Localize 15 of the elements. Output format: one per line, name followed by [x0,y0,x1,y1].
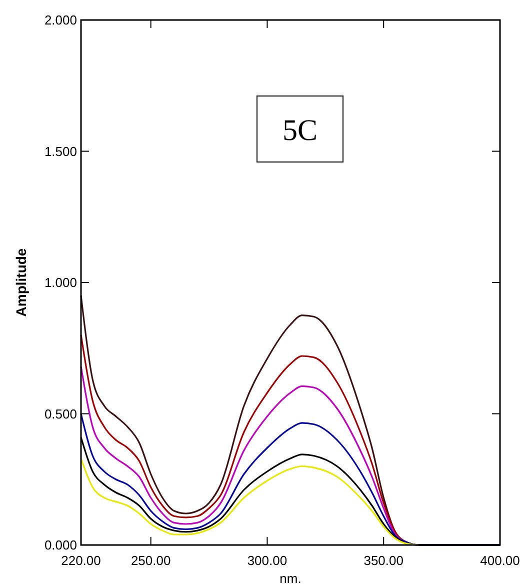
x-tick-label: 220.00 [61,553,101,568]
x-axis-title: nm. [280,571,302,586]
annotation: 5C [282,114,318,147]
y-axis-title: Amplitude [13,248,29,317]
line-series [80,458,420,546]
y-tick-label: 0.500 [44,406,77,422]
x-tick-label: 250.00 [130,553,171,568]
y-tick-label: 1.000 [44,275,77,290]
y-tick-label: 2.000 [44,12,77,28]
x-tick-label: 400.00 [480,553,520,568]
y-tick-label: 1.500 [44,144,77,159]
x-tick-label: 300.00 [247,553,288,568]
y-tick-label: 0.000 [44,538,77,553]
x-tick-label: 350.00 [364,553,404,568]
text-box: 5C [256,96,344,162]
